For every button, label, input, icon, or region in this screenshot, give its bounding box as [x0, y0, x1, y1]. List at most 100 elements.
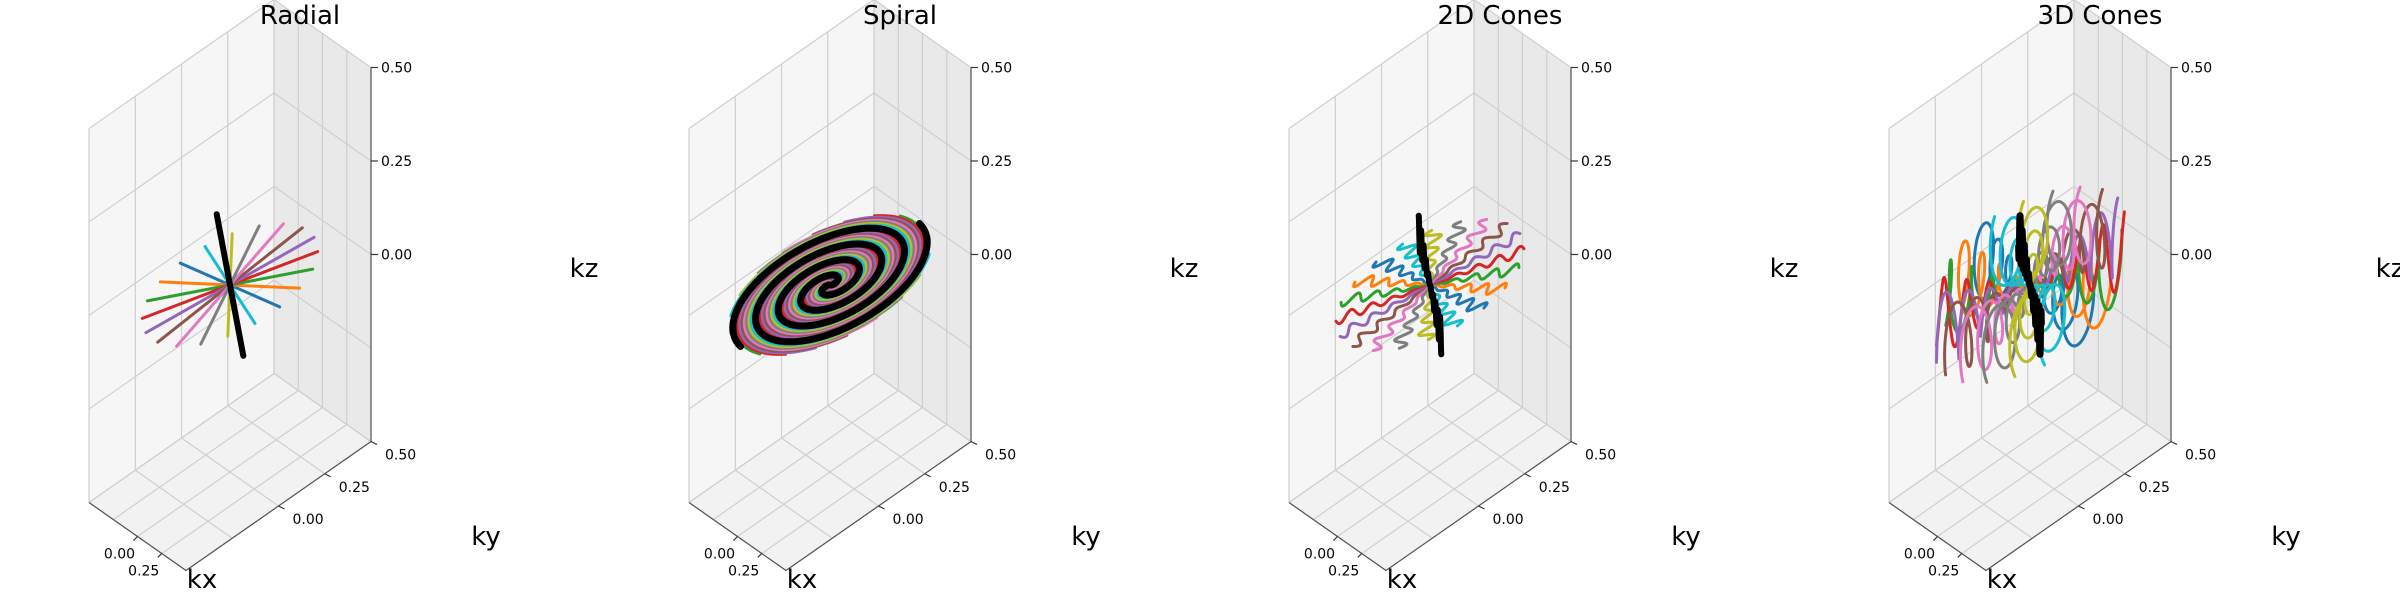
cones2d-z-tick-label: 0.50: [1581, 61, 1612, 77]
cones2d-floor-edge: [1288, 441, 1572, 572]
cones2d-y-tick-label: 0.00: [1493, 512, 1524, 528]
spiral-ticks: 0.000.250.000.250.500.000.250.50: [704, 61, 1016, 580]
spiral-panel: 0.000.250.000.250.500.000.250.50 Spiral …: [688, 0, 1199, 595]
spiral-grid-y: [873, 373, 972, 442]
spiral-x-tick: [757, 553, 763, 558]
cones3d-y-tick: [2078, 505, 2085, 510]
cones2d-trajectories: [1334, 212, 1526, 358]
radial-x-tick: [157, 553, 163, 558]
cones3d-z-tick-label: 0.00: [2181, 248, 2212, 264]
cones2d-highlight-trajectory: [1415, 212, 1445, 358]
cones2d-xlabel: kx: [1387, 565, 1417, 595]
spiral-y-tick: [924, 473, 932, 478]
radial-z-tick-label: 0.50: [381, 61, 412, 77]
cones2d-x-tick-label: 0.00: [1304, 547, 1335, 563]
cones3d-title: 3D Cones: [2038, 1, 2163, 31]
cones2d-x-tick-label: 0.25: [1328, 564, 1359, 580]
cones3d-y-tick-label: 0.25: [2139, 480, 2170, 496]
cones3d-floor-edge: [1888, 441, 2172, 572]
radial-title: Radial: [260, 1, 340, 31]
cones3d-y-tick-label: 0.50: [2185, 448, 2216, 464]
radial-y-tick: [278, 505, 285, 510]
cones2d-y-tick: [1478, 505, 1485, 510]
cones3d-grid-y: [2027, 405, 2126, 475]
cones2d-x-tick: [1357, 553, 1363, 558]
cones2d-y-tick: [1524, 473, 1532, 478]
spiral-trajectories: [729, 214, 931, 356]
cones2d-ylabel: ky: [1671, 522, 1701, 552]
radial-panel: 0.000.250.000.250.500.000.250.50 Radial …: [88, 0, 599, 595]
cones2d-ticks: 0.000.250.000.250.500.000.250.50: [1304, 61, 1616, 580]
radial-highlight-trajectory: [213, 211, 247, 359]
cones3d-x-tick-label: 0.25: [1928, 564, 1959, 580]
radial-y-tick-label: 0.25: [339, 480, 370, 496]
cones3d-highlight-trajectory: [2015, 212, 2045, 358]
cones3d-y-tick: [2124, 473, 2132, 478]
radial-ylabel: ky: [471, 522, 501, 552]
cones3d-ylabel: ky: [2271, 522, 2301, 552]
spiral-zlabel: kz: [1170, 254, 1199, 284]
radial-grid-y: [181, 437, 279, 507]
cones2d-y-tick: [1570, 440, 1578, 446]
cones2d-grid-y: [1427, 405, 1526, 475]
radial-zlabel: kz: [570, 254, 599, 284]
radial-grid-y: [227, 405, 326, 475]
spiral-highlight-trajectory-2: [729, 224, 908, 350]
radial-x-tick-label: 0.25: [128, 564, 159, 580]
radial-grid-z: [88, 0, 372, 129]
cones3d-grid: [1888, 0, 2172, 572]
cones3d-trajectories: [1935, 185, 2126, 384]
radial-z-tick-label: 0.00: [381, 248, 412, 264]
radial-x-tick: [133, 536, 138, 541]
cones2d-x-tick: [1333, 536, 1338, 541]
cones2d-y-tick-label: 0.25: [1539, 480, 1570, 496]
cones2d-z-tick-label: 0.25: [1581, 154, 1612, 170]
radial-y-tick-label: 0.50: [385, 448, 416, 464]
cones3d-z-tick-label: 0.25: [2181, 154, 2212, 170]
cones3d-xlabel: kx: [1987, 565, 2017, 595]
spiral-grid-z: [688, 0, 972, 129]
spiral-title: Spiral: [863, 1, 937, 31]
radial-floor-edge: [88, 441, 372, 572]
radial-z-tick-label: 0.25: [381, 154, 412, 170]
spiral-grid-y: [781, 437, 879, 507]
cones2d-grid-y: [1381, 437, 1479, 507]
cones3d-y-tick: [2170, 440, 2178, 446]
spiral-xlabel: kx: [787, 565, 817, 595]
cones3d-zlabel: kz: [2376, 254, 2400, 284]
cones3d-x-tick: [1957, 553, 1963, 558]
spiral-floor-edge: [688, 441, 972, 572]
spiral-y-tick-label: 0.00: [893, 512, 924, 528]
spiral-y-tick: [878, 505, 885, 510]
spiral-grid-y: [827, 405, 926, 475]
cones3d-grid-y: [2073, 373, 2172, 442]
cones2d-title: 2D Cones: [1438, 1, 1563, 31]
spiral-y-tick: [970, 440, 978, 446]
cones2d-z-tick-label: 0.00: [1581, 248, 1612, 264]
spiral-z-tick-label: 0.50: [981, 61, 1012, 77]
radial-x-tick-label: 0.00: [104, 547, 135, 563]
radial-grid: [88, 0, 372, 572]
spiral-ylabel: ky: [1071, 522, 1101, 552]
cones2d-zlabel: kz: [1770, 254, 1799, 284]
cones2d-panel: 0.000.250.000.250.500.000.250.50 2D Cone…: [1288, 0, 1799, 595]
spiral-x-tick: [733, 536, 738, 541]
cones3d-ticks: 0.000.250.000.250.500.000.250.50: [1904, 61, 2216, 580]
cones2d-y-tick-label: 0.50: [1585, 448, 1616, 464]
radial-y-tick: [370, 440, 378, 446]
cones3d-panel: 0.000.250.000.250.500.000.250.50 3D Cone…: [1888, 0, 2400, 595]
radial-trajectories: [140, 211, 320, 359]
cones3d-grid-z: [1888, 0, 2172, 129]
radial-y-tick-label: 0.00: [293, 512, 324, 528]
radial-y-tick: [324, 473, 332, 478]
cones3d-x-tick-label: 0.00: [1904, 547, 1935, 563]
spiral-y-tick-label: 0.50: [985, 448, 1016, 464]
spiral-x-tick-label: 0.25: [728, 564, 759, 580]
cones3d-grid-y: [1981, 437, 2079, 507]
cones2d-grid-z: [1288, 0, 1572, 129]
spiral-z-tick-label: 0.00: [981, 248, 1012, 264]
cones3d-x-tick: [1933, 536, 1938, 541]
cones3d-z-tick-label: 0.50: [2181, 61, 2212, 77]
spiral-y-tick-label: 0.25: [939, 480, 970, 496]
